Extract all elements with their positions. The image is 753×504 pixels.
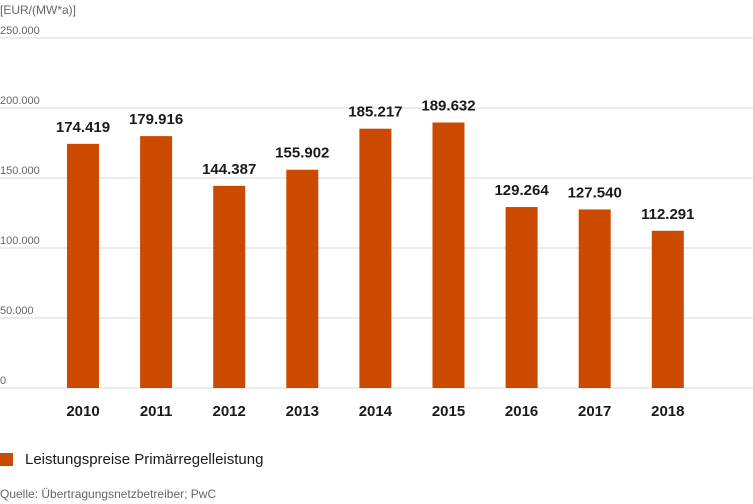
x-tick-label: 2012: [213, 403, 246, 420]
data-label: 127.540: [568, 184, 622, 201]
x-tick-label: 2014: [359, 403, 393, 420]
y-tick-label: 250.000: [0, 25, 40, 37]
x-tick-label: 2017: [578, 403, 611, 420]
data-label: 112.291: [641, 206, 694, 223]
bar: [651, 230, 684, 388]
bar: [505, 207, 538, 388]
x-tick-label: 2013: [286, 403, 319, 420]
bar: [67, 143, 99, 388]
legend-label: Leistungspreise Primärregelleistung: [25, 451, 264, 468]
y-tick-label: 0: [0, 375, 6, 387]
x-tick-labels: 2010 2011 2012 2013 2014 2015 2016 2017 2018: [66, 403, 684, 420]
bar: [432, 122, 465, 388]
bar-chart: [EUR/(MW*a)] 0 50.000 100.000 150.000 200.00…: [0, 3, 753, 420]
data-label: 185.217: [348, 104, 402, 121]
legend: Leistungspreise Primärregelleistung: [0, 451, 263, 468]
data-label: 144.387: [202, 161, 256, 178]
y-tick-label: 100.000: [0, 235, 40, 247]
bar: [286, 169, 319, 388]
x-tick-label: 2018: [651, 403, 684, 420]
source-note: Quelle: Übertragungsnetzbetreiber; PwC: [0, 487, 217, 501]
y-unit-label: [EUR/(MW*a)]: [0, 3, 76, 17]
bar: [578, 209, 611, 388]
data-label: 155.902: [275, 145, 329, 162]
bar: [140, 136, 173, 388]
data-label: 174.419: [56, 119, 110, 136]
x-tick-label: 2016: [505, 403, 538, 420]
bars: [67, 122, 684, 388]
data-label: 179.916: [129, 111, 183, 128]
x-tick-label: 2010: [66, 403, 99, 420]
data-labels: 174.419 179.916 144.387 155.902 185.217 189.6…: [56, 98, 695, 223]
data-label: 189.632: [421, 98, 475, 115]
y-tick-label: 50.000: [0, 305, 34, 317]
bar: [213, 185, 246, 388]
data-label: 129.264: [494, 182, 549, 199]
y-tick-label: 200.000: [0, 95, 40, 107]
y-tick-label: 150.000: [0, 165, 40, 177]
legend-swatch: [0, 453, 13, 466]
x-tick-label: 2011: [140, 403, 173, 420]
x-tick-label: 2015: [432, 403, 465, 420]
bar: [359, 128, 392, 388]
y-tick-labels: 0 50.000 100.000 150.000 200.000 250.000: [0, 25, 40, 387]
